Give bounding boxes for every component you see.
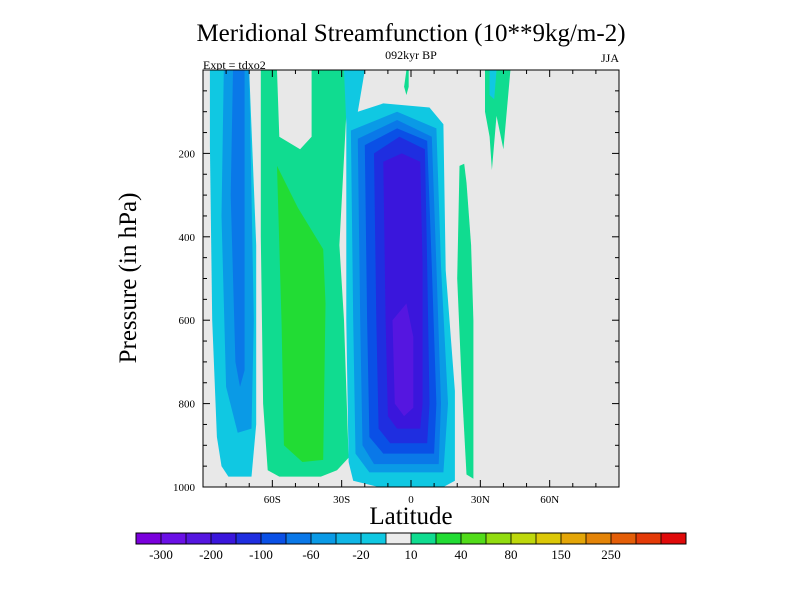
colorbar-swatch xyxy=(611,533,637,544)
contour-region-15 xyxy=(489,70,497,100)
plot-area: 60S 30S 0 30N 60N 200 400 600 800 1000 xyxy=(173,69,620,506)
colorbar-swatch xyxy=(186,533,212,544)
colorbar-swatch xyxy=(536,533,562,544)
colorbar-swatch xyxy=(386,533,412,544)
contour-region-4 xyxy=(277,165,326,462)
y-axis-label: Pressure (in hPa) xyxy=(115,193,142,364)
left-subtitle: Expt = tdxo2 xyxy=(203,58,266,72)
colorbar-swatch xyxy=(636,533,662,544)
colorbar-swatch xyxy=(136,533,162,544)
axis-ticks: 60S 30S 0 30N 60N 200 400 600 800 1000 xyxy=(173,70,619,506)
colorbar-swatch xyxy=(286,533,312,544)
y-tick-label: 600 xyxy=(179,315,196,327)
x-axis-label: Latitude xyxy=(369,503,452,530)
colorbar-tick-label: -20 xyxy=(352,547,369,562)
colorbar-swatch xyxy=(461,533,487,544)
colorbar-swatch xyxy=(411,533,437,544)
contour-region-2 xyxy=(230,70,245,387)
colorbar-tick-label: 150 xyxy=(551,547,571,562)
x-tick-label: 30S xyxy=(333,494,350,506)
colorbar-tick-label: 250 xyxy=(601,547,621,562)
colorbar: -300 -200 -100 -60 -20 10 40 80 150 250 xyxy=(135,532,687,562)
y-tick-label: 400 xyxy=(179,232,196,244)
colorbar-swatch xyxy=(261,533,287,544)
colorbar-tick-label: 40 xyxy=(455,547,468,562)
x-tick-label: 60S xyxy=(264,494,281,506)
colorbar-swatch xyxy=(161,533,187,544)
colorbar-tick-label: 10 xyxy=(405,547,418,562)
colorbar-swatch xyxy=(561,533,587,544)
colorbar-tick-label: -300 xyxy=(149,547,173,562)
colorbar-swatch xyxy=(236,533,262,544)
colorbar-swatch xyxy=(336,533,362,544)
x-tick-label: 30N xyxy=(471,494,490,506)
colorbar-swatch xyxy=(661,533,687,544)
center-subtitle: 092kyr BP xyxy=(385,48,437,62)
colorbar-swatch xyxy=(311,533,337,544)
x-tick-label: 60N xyxy=(540,494,559,506)
colorbar-swatch xyxy=(586,533,612,544)
contour-regions xyxy=(209,70,511,488)
x-tick-label: 0 xyxy=(408,494,414,506)
contour-region-12 xyxy=(404,70,409,95)
colorbar-swatch xyxy=(211,533,237,544)
right-subtitle: JJA xyxy=(601,51,619,65)
contour-region-13 xyxy=(457,163,474,479)
colorbar-tick-label: -60 xyxy=(302,547,319,562)
chart-title: Meridional Streamfunction (10**9kg/m-2) xyxy=(196,20,625,47)
colorbar-swatch xyxy=(511,533,537,544)
colorbar-tick-label: -100 xyxy=(249,547,273,562)
colorbar-frame xyxy=(135,532,687,545)
colorbar-swatch xyxy=(361,533,387,544)
y-tick-label: 800 xyxy=(179,399,196,411)
y-tick-label: 200 xyxy=(179,148,196,160)
contour-region-11 xyxy=(392,303,414,417)
colorbar-tick-label: -200 xyxy=(199,547,223,562)
colorbar-swatch xyxy=(436,533,462,544)
y-tick-label: 1000 xyxy=(173,482,196,494)
colorbar-tick-label: 80 xyxy=(505,547,518,562)
colorbar-swatch xyxy=(486,533,512,544)
